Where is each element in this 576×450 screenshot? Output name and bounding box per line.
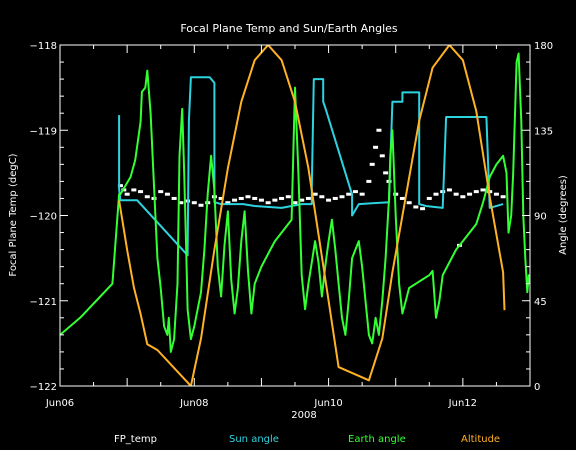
altitude-line [118, 45, 506, 386]
fp-temp-point [319, 195, 325, 199]
fp-temp-point [369, 162, 375, 166]
fp-temp-point [453, 192, 459, 196]
fp-temp-point [292, 201, 298, 205]
fp-temp-point [420, 207, 426, 211]
y-tick-right-label: 180 [534, 41, 553, 52]
fp-temp-point [218, 196, 224, 200]
x-tick-label: Jun06 [45, 398, 74, 409]
fp-temp-point [312, 192, 318, 196]
fp-temp-point [232, 198, 238, 202]
fp-temp-point [164, 192, 170, 196]
x-axis-label: 2008 [291, 410, 316, 421]
legend-fp-temp: FP_temp [114, 434, 157, 445]
legend-earth-angle: Earth angle [348, 434, 406, 445]
fp-temp-point [279, 196, 285, 200]
fp-temp-point [191, 201, 197, 205]
fp-temp-point [383, 171, 389, 175]
fp-temp-point [238, 196, 244, 200]
fp-temp-point [144, 195, 150, 199]
y-tick-right-label: 135 [534, 126, 553, 137]
fp-temp-point [480, 188, 486, 192]
x-tick-label: Jun10 [313, 398, 342, 409]
fp-temp-point [117, 184, 123, 188]
fp-temp-point [124, 192, 130, 196]
y-tick-right-label: 90 [534, 212, 547, 223]
fp-temp-point [493, 192, 499, 196]
fp-temp-point [467, 192, 473, 196]
fp-temp-point [346, 192, 352, 196]
y-tick-left-label: −121 [30, 297, 57, 308]
legend-altitude: Altitude [461, 434, 501, 445]
fp-temp-point [460, 195, 466, 199]
fp-temp-point [258, 198, 264, 202]
fp-temp-point [366, 179, 372, 183]
fp-temp-point [272, 198, 278, 202]
y-tick-left-label: −118 [30, 41, 57, 52]
chart-title: Focal Plane Temp and Sun/Earth Angles [180, 22, 398, 35]
fp-temp-point [373, 145, 379, 149]
fp-temp-point [426, 196, 432, 200]
fp-temp-point [339, 195, 345, 199]
fp-temp-point [305, 196, 311, 200]
fp-temp-point [131, 188, 137, 192]
legend-sun-angle: Sun angle [229, 434, 279, 445]
fp-temp-point [376, 128, 382, 132]
fp-temp-point [406, 201, 412, 205]
fp-temp-point [252, 196, 258, 200]
axes: Jun06 Jun08 Jun10 Jun12 −122 −121 −120 −119 −118… [30, 41, 554, 409]
fp-temp-point [265, 201, 271, 205]
y-tick-left-label: −122 [30, 382, 57, 393]
y-axis-left-label: Focal Plane Temp (degC) [8, 153, 19, 276]
y-tick-right-label: 45 [534, 297, 547, 308]
fp-temp-point [225, 201, 231, 205]
sun-angle-line [118, 76, 504, 257]
y-tick-right-label: 0 [534, 382, 540, 393]
fp-temp-point [446, 188, 452, 192]
fp-temp-point [326, 198, 332, 202]
fp-temp-point [399, 196, 405, 200]
fp-temp-point [413, 205, 419, 209]
fp-temp-point [352, 190, 358, 194]
fp-temp-point [285, 195, 291, 199]
fp-temp-point [158, 190, 164, 194]
fp-temp-point [500, 195, 506, 199]
fp-temp-point [332, 196, 338, 200]
y-tick-left-label: −120 [30, 212, 57, 223]
plot-area [60, 45, 530, 386]
fp-temp-point [245, 195, 251, 199]
fp-temp-point [433, 192, 439, 196]
x-tick-label: Jun08 [179, 398, 208, 409]
data-marks [60, 45, 530, 386]
fp-temp-point [178, 201, 184, 205]
y-tick-left-label: −119 [30, 126, 57, 137]
y-axis-right-label: Angle (degrees) [558, 175, 569, 255]
fp-temp-point [359, 192, 365, 196]
fp-temp-point [379, 154, 385, 158]
earth-angle-line [60, 52, 530, 353]
fp-temp-point [198, 203, 204, 207]
fp-temp-point [171, 196, 177, 200]
fp-temp-point [473, 190, 479, 194]
fp-temp-point [299, 198, 305, 202]
fp-temp-point [138, 190, 144, 194]
x-tick-label: Jun12 [448, 398, 477, 409]
